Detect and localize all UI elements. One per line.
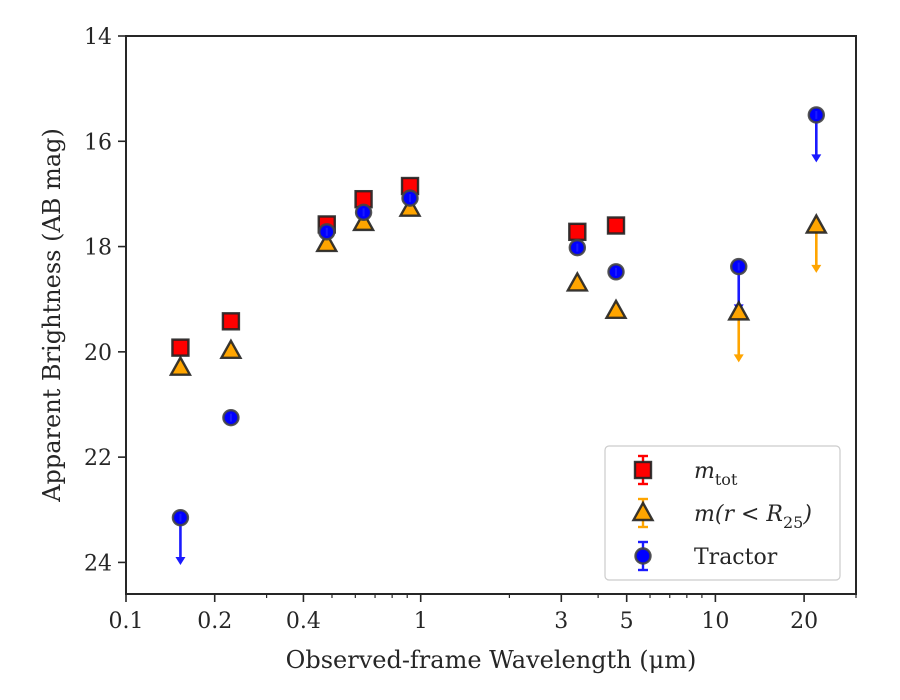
y-tick-label: 16: [84, 130, 112, 155]
x-axis-label: Observed-frame Wavelength (μm): [286, 646, 697, 674]
plot-frame: [125, 35, 857, 595]
x-tick-label: 10: [701, 609, 729, 634]
legend-label-end: ): [802, 502, 812, 527]
legend: mtot m(r < R25) Tractor: [604, 445, 841, 581]
legend-label-base: m(r < R: [694, 502, 783, 527]
upper-limit-arrowhead: [811, 264, 822, 273]
x-tick-label: 20: [790, 609, 818, 634]
legend-triangle-marker: [631, 500, 655, 522]
x-tick-label: 1: [414, 609, 428, 634]
y-tick-label: 14: [84, 25, 112, 50]
legend-square-marker: [633, 460, 653, 480]
y-tick-label: 22: [84, 446, 112, 471]
legend-label: m(r < R25): [694, 502, 812, 532]
legend-label-base: Tractor: [694, 545, 778, 570]
series-circle: [171, 106, 826, 527]
y-axis-label: Apparent Brightness (AB mag): [38, 128, 66, 503]
y-tick-label: 18: [84, 236, 112, 261]
legend-box: [604, 445, 841, 581]
legend-circle-marker: [634, 547, 652, 565]
legend-label-sub: 25: [783, 513, 803, 532]
legend-label: mtot: [694, 459, 738, 489]
upper-limit-arrowhead: [175, 557, 186, 566]
legend-label-sub: tot: [715, 470, 738, 489]
y-tick-label: 20: [84, 341, 112, 366]
legend-label-base: m: [694, 459, 715, 484]
plot-marks: [168, 106, 828, 566]
series-triangle: [168, 196, 828, 376]
x-tick-label: 0.1: [109, 609, 144, 634]
legend-label: Tractor: [694, 545, 778, 570]
axes: 0.1 0.2 0.4 1 3 5 10 20 14 16 18 20 22 24: [84, 25, 857, 634]
x-tick-label: 0.2: [197, 609, 232, 634]
legend-item: Tractor: [634, 540, 778, 572]
x-tick-label: 5: [620, 609, 634, 634]
upper-limit-arrowhead: [811, 154, 822, 163]
x-tick-label: 3: [554, 609, 568, 634]
x-tick-label: 0.4: [286, 609, 321, 634]
legend-item: m(r < R25): [631, 497, 812, 532]
legend-item: mtot: [633, 454, 738, 489]
legend-items: mtot m(r < R25) Tractor: [631, 454, 812, 572]
upper-limit-arrowhead: [733, 354, 744, 363]
y-tick-label: 24: [84, 551, 112, 576]
